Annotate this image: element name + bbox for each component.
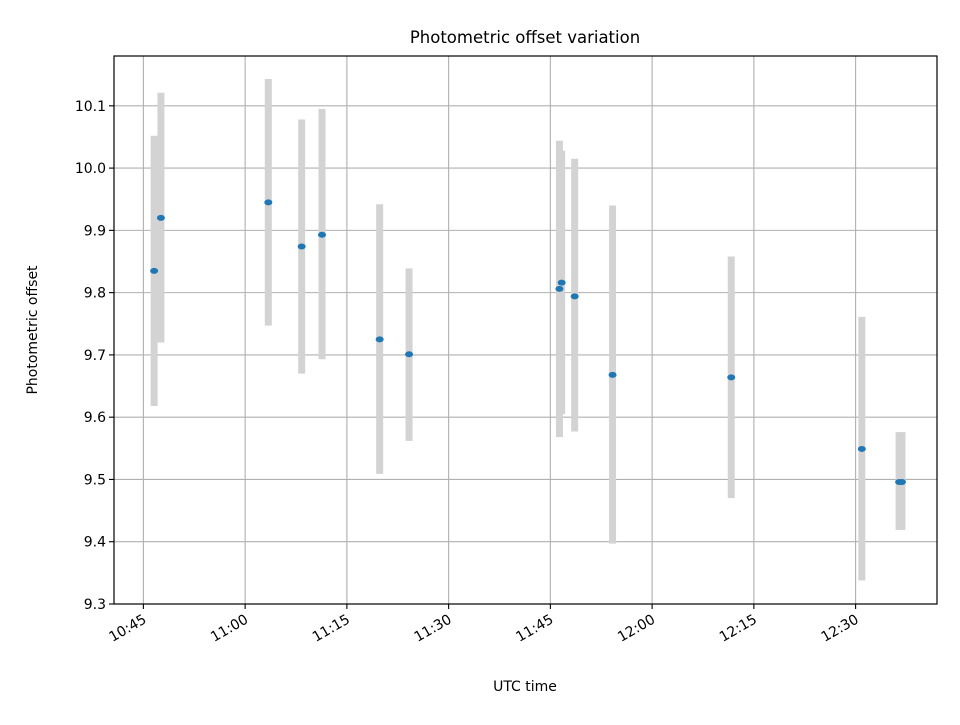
y-tick-label: 9.3	[84, 597, 106, 613]
x-tick-label: 12:30	[819, 612, 862, 646]
data-point	[557, 279, 566, 286]
y-tick-label: 10.1	[75, 99, 106, 115]
x-tick-label: 12:00	[615, 612, 658, 646]
y-axis-label: Photometric offset	[25, 265, 41, 395]
data-point	[857, 445, 866, 452]
x-tick-label: 11:30	[412, 612, 455, 646]
data-point	[555, 285, 564, 292]
error-bars	[150, 79, 906, 581]
data-point	[297, 243, 306, 250]
y-tick-label: 9.6	[84, 410, 106, 426]
chart-title: Photometric offset variation	[410, 28, 640, 47]
x-tick-label: 11:00	[208, 612, 251, 646]
x-tick-label: 10:45	[106, 612, 149, 646]
x-axis-label: UTC time	[493, 679, 557, 695]
x-tick-label: 11:15	[310, 612, 353, 646]
data-point	[264, 199, 273, 206]
grid-lines	[114, 56, 937, 605]
data-point	[727, 374, 736, 381]
data-points	[150, 199, 906, 485]
data-point	[570, 293, 579, 300]
y-tick-label: 10.0	[75, 161, 106, 177]
data-point	[150, 267, 159, 274]
data-point	[897, 478, 906, 485]
y-tick-label: 9.8	[84, 286, 106, 302]
y-tick-label: 9.5	[84, 472, 106, 488]
axis-ticks: 10:45 11:00 11:15 11:30 11:45 12:00 12:15 12:30…	[75, 99, 862, 646]
data-point	[608, 371, 617, 378]
data-point	[318, 231, 327, 238]
data-point	[405, 351, 414, 358]
y-tick-label: 9.7	[84, 348, 106, 364]
data-point	[156, 214, 165, 221]
x-tick-label: 12:15	[717, 612, 760, 646]
y-tick-label: 9.4	[84, 535, 106, 551]
x-tick-label: 11:45	[513, 612, 556, 646]
data-point	[375, 336, 384, 343]
y-tick-label: 9.9	[84, 223, 106, 239]
plot-area-frame	[113, 55, 938, 605]
